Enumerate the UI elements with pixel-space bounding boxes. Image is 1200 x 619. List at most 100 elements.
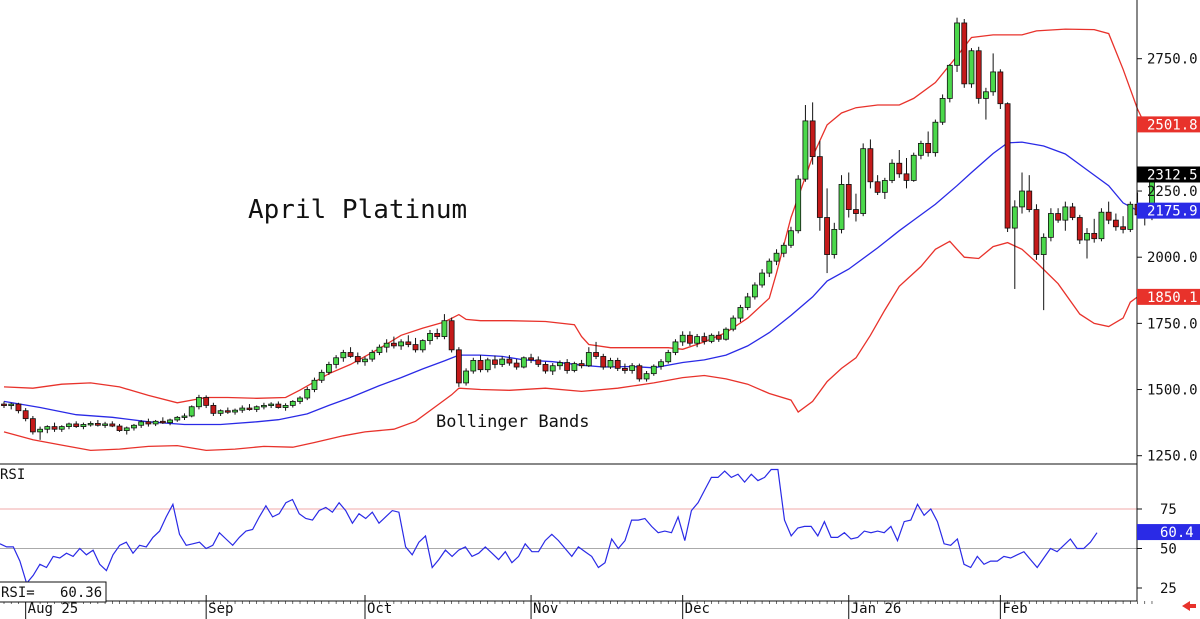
candle (968, 48, 975, 88)
candle (593, 341, 599, 360)
x-tick-label: Nov (533, 601, 558, 617)
candle-body-up (838, 184, 845, 230)
y-tick-label: 2750.0 (1147, 52, 1198, 68)
candle (578, 359, 585, 369)
candle-body-down (853, 209, 859, 214)
candle (557, 360, 563, 370)
candle-body-up (123, 427, 130, 431)
price-flag-last-price (1137, 166, 1200, 183)
candle-body-up (629, 365, 636, 371)
candle-body-down (896, 162, 903, 175)
candle-body-up (881, 180, 888, 193)
candle (73, 421, 80, 428)
candle-body-down (73, 423, 80, 427)
candle (448, 317, 455, 353)
candle (1033, 204, 1040, 260)
candle (687, 331, 693, 346)
candle-body-down (1076, 217, 1083, 241)
candle (744, 292, 751, 311)
candle (997, 69, 1004, 109)
rsi-readout-box (0, 581, 107, 603)
y-tick-label: 1750.0 (1147, 316, 1198, 332)
candle (362, 356, 368, 366)
candle (1098, 208, 1105, 242)
candle (1091, 218, 1098, 243)
candle (954, 17, 960, 72)
candle (66, 422, 72, 430)
candle (751, 282, 758, 300)
candle (94, 419, 101, 427)
candle-body-up (557, 362, 563, 367)
rsi-tick-label: 25 (1160, 581, 1177, 597)
candle (614, 357, 621, 372)
candle-body-up (261, 405, 267, 408)
candle (831, 222, 838, 259)
candle-body-down (405, 341, 412, 345)
candle-body-up (297, 397, 303, 402)
candle (167, 418, 173, 426)
x-tick-label: Sep (208, 601, 233, 617)
candle-body-up (694, 336, 701, 344)
candle (513, 359, 520, 370)
candle-body-down (925, 142, 932, 154)
candle-body-up (1019, 190, 1025, 208)
candle (217, 409, 224, 416)
candle (181, 413, 188, 420)
candle-body-down (1055, 213, 1062, 221)
candle-body-down (997, 71, 1004, 105)
candle (506, 355, 513, 366)
candle (672, 339, 679, 356)
candle-body-down (116, 425, 123, 431)
candle (571, 361, 578, 373)
candle (109, 421, 116, 428)
candle (874, 175, 881, 196)
candle-body-up (167, 419, 173, 424)
candle (412, 337, 419, 353)
scroll-arrow-icon[interactable] (1182, 601, 1196, 611)
candle (636, 363, 643, 382)
candle (116, 423, 123, 432)
candle (961, 19, 968, 88)
candle (246, 404, 253, 411)
candle-body-up (831, 229, 838, 255)
candle (867, 139, 874, 189)
candle (390, 336, 397, 349)
candle-body-up (665, 352, 672, 363)
lower-band-line (3, 240, 1138, 452)
candle (780, 242, 787, 258)
x-tick-label: Jan 26 (851, 601, 902, 617)
candle (354, 352, 361, 365)
candle-body-up (441, 320, 448, 338)
candle-body-up (282, 405, 289, 408)
candle (1127, 201, 1134, 233)
candle (51, 422, 58, 432)
candle-body-up (463, 370, 469, 384)
candle (607, 357, 614, 369)
x-tick-label: Oct (367, 601, 392, 617)
candle (939, 94, 946, 125)
candle-body-up (1127, 203, 1134, 230)
candle-body-down (246, 407, 253, 410)
candle-body-down (354, 356, 361, 363)
candle (759, 269, 765, 288)
candle-body-up (1048, 213, 1054, 238)
candle (708, 333, 715, 344)
candle (369, 349, 376, 362)
candle (196, 394, 202, 410)
candle (622, 363, 628, 374)
candle (304, 386, 311, 401)
candle (860, 143, 867, 217)
candle (665, 349, 672, 364)
candle (694, 333, 701, 348)
candle-body-down (903, 173, 910, 181)
candle (896, 150, 903, 178)
candle-body-up (918, 142, 924, 156)
candle (585, 347, 592, 368)
candle-body-up (318, 371, 325, 381)
candle-body-down (1069, 206, 1076, 218)
price-flag-label: 2312.5 (1147, 167, 1198, 183)
candle-body-up (730, 317, 737, 330)
candle-body-down (614, 360, 621, 369)
candle (376, 344, 383, 356)
candle (853, 193, 859, 222)
